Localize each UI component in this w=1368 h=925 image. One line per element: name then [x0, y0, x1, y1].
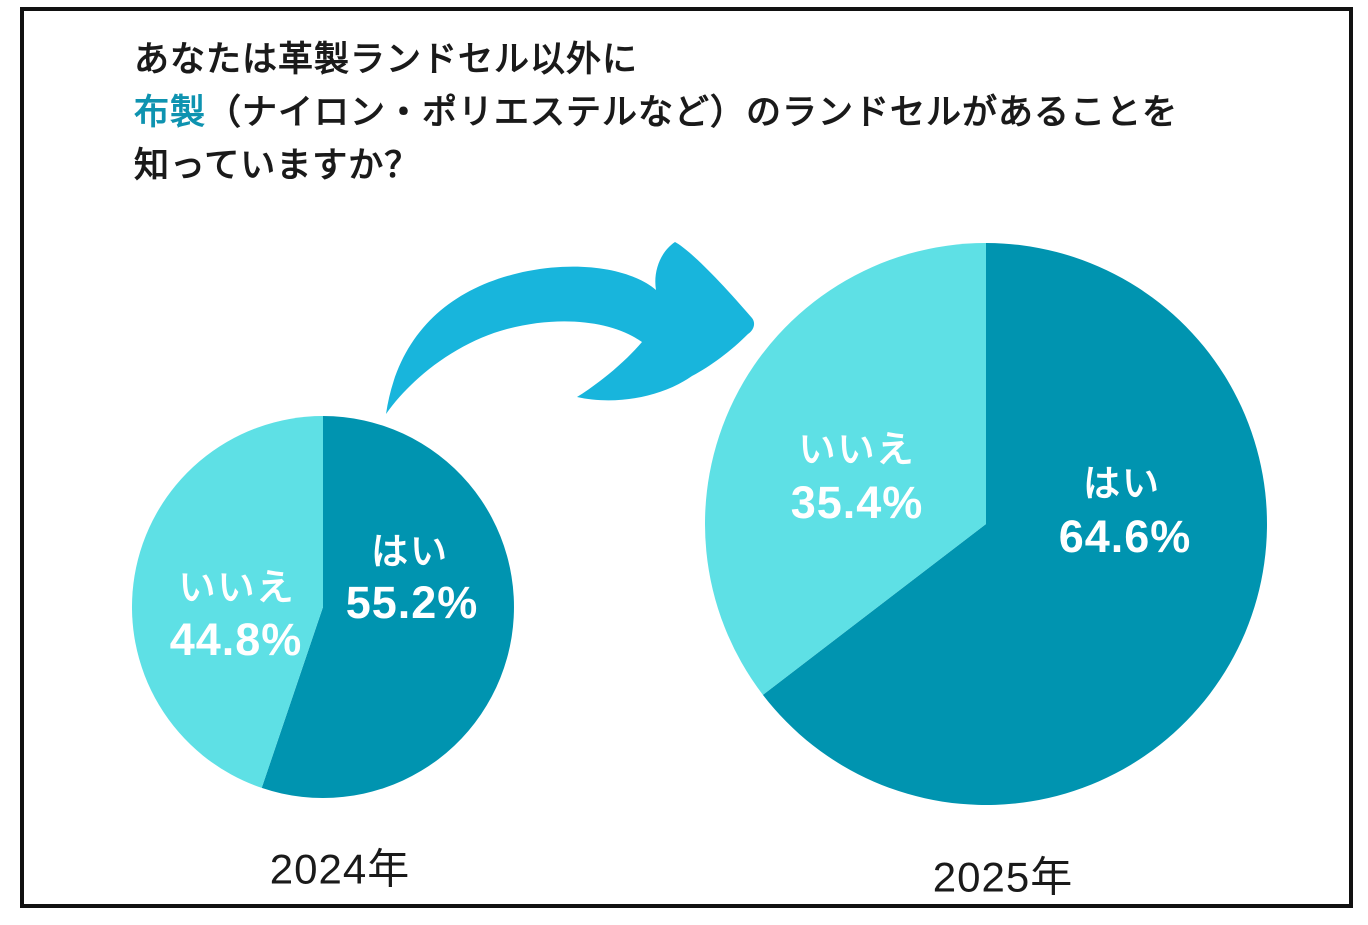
pie-2024-slice-no	[131, 416, 323, 788]
pie-2024	[131, 416, 514, 798]
pie-2025-slice-yes	[762, 243, 1267, 805]
pie-2024-caption: 2024年	[269, 845, 411, 893]
pie-2025	[705, 243, 1267, 805]
growth-arrow-icon	[386, 242, 755, 414]
pie-2024-yes-label: はい	[371, 531, 449, 572]
pie-2025-caption: 2025年	[932, 853, 1074, 901]
title-line-1: あなたは革製ランドセル以外に	[134, 40, 639, 79]
pie-2024-no-label: いいえ	[178, 567, 296, 608]
pie-2025-no-value: 35.4%	[790, 477, 924, 528]
title-line-2: 布製（ナイロン・ポリエステルなど）のランドセルがあることを	[134, 86, 1178, 139]
pie-2024-yes-value: 55.2%	[345, 577, 479, 628]
title-line-2-rest: （ナイロン・ポリエステルなど）のランドセルがあることを	[206, 93, 1179, 132]
pie-2025-yes-label: はい	[1083, 463, 1161, 504]
pie-2025-yes-value: 64.6%	[1058, 511, 1192, 562]
title-highlight-fabric: 布製	[134, 93, 207, 132]
pie-2025-slice-no	[705, 243, 986, 695]
pie-2024-no-value: 44.8%	[169, 614, 303, 665]
survey-question-title: あなたは革製ランドセル以外に 布製（ナイロン・ポリエステルなど）のランドセルがあ…	[134, 33, 1178, 192]
pie-2025-no-label: いいえ	[798, 429, 916, 470]
title-line-3: 知っていますか？	[134, 146, 421, 185]
pie-2024-slice-yes	[261, 416, 514, 798]
